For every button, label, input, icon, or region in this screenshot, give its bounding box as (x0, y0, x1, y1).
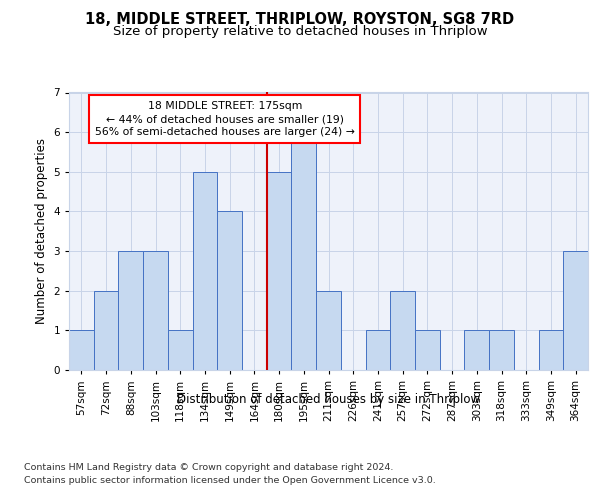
Text: Contains HM Land Registry data © Crown copyright and database right 2024.: Contains HM Land Registry data © Crown c… (24, 462, 394, 471)
Bar (489, 330, 514, 370)
Bar (365, 330, 390, 370)
Text: 18, MIDDLE STREET, THRIPLOW, ROYSTON, SG8 7RD: 18, MIDDLE STREET, THRIPLOW, ROYSTON, SG… (85, 12, 515, 28)
Bar (168, 330, 193, 370)
Text: Contains public sector information licensed under the Open Government Licence v3: Contains public sector information licen… (24, 476, 436, 485)
Text: Distribution of detached houses by size in Thriplow: Distribution of detached houses by size … (177, 392, 481, 406)
Text: Size of property relative to detached houses in Thriplow: Size of property relative to detached ho… (113, 25, 487, 38)
Bar (267, 172, 292, 370)
Bar (292, 132, 316, 370)
Bar (94, 290, 118, 370)
Bar (390, 290, 415, 370)
Bar (539, 330, 563, 370)
Bar (217, 212, 242, 370)
Bar (415, 330, 440, 370)
Bar (464, 330, 489, 370)
Bar (143, 251, 168, 370)
Y-axis label: Number of detached properties: Number of detached properties (35, 138, 48, 324)
Bar (193, 172, 217, 370)
Bar (563, 251, 588, 370)
Bar (69, 330, 94, 370)
Text: 18 MIDDLE STREET: 175sqm
← 44% of detached houses are smaller (19)
56% of semi-d: 18 MIDDLE STREET: 175sqm ← 44% of detach… (95, 101, 355, 137)
Bar (316, 290, 341, 370)
Bar (118, 251, 143, 370)
